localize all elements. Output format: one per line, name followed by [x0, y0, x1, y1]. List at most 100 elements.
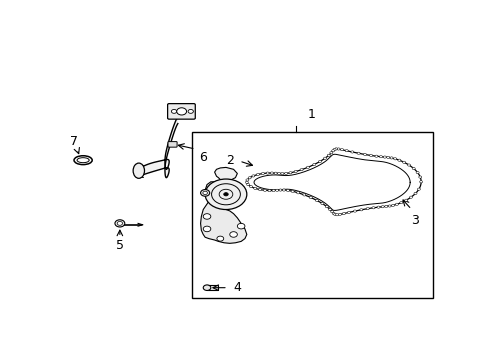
Text: 6: 6 — [198, 151, 206, 164]
Polygon shape — [142, 117, 178, 177]
Circle shape — [393, 158, 396, 160]
Circle shape — [256, 174, 259, 176]
Circle shape — [280, 172, 284, 175]
Circle shape — [353, 210, 356, 212]
Circle shape — [261, 172, 264, 175]
Circle shape — [302, 194, 305, 196]
Circle shape — [203, 214, 210, 219]
Circle shape — [246, 184, 249, 186]
Ellipse shape — [133, 163, 144, 178]
Circle shape — [288, 172, 291, 174]
FancyBboxPatch shape — [168, 141, 177, 147]
Circle shape — [290, 190, 293, 192]
Circle shape — [340, 149, 343, 151]
Circle shape — [326, 154, 329, 156]
Circle shape — [404, 199, 407, 201]
Circle shape — [331, 212, 335, 215]
Circle shape — [371, 207, 374, 209]
Circle shape — [359, 209, 362, 211]
Circle shape — [342, 212, 345, 215]
Circle shape — [376, 206, 379, 208]
Circle shape — [391, 204, 394, 207]
Circle shape — [325, 206, 327, 208]
Circle shape — [336, 148, 339, 150]
Circle shape — [251, 175, 254, 177]
Text: 7: 7 — [70, 135, 78, 148]
Circle shape — [275, 189, 278, 192]
Circle shape — [374, 155, 377, 157]
Circle shape — [176, 108, 186, 115]
Circle shape — [203, 226, 210, 232]
Circle shape — [263, 189, 266, 192]
Circle shape — [395, 203, 398, 205]
Circle shape — [247, 177, 251, 179]
Circle shape — [345, 149, 347, 152]
Circle shape — [318, 160, 321, 162]
Circle shape — [320, 202, 323, 205]
Circle shape — [397, 159, 400, 161]
Circle shape — [203, 191, 207, 194]
Circle shape — [363, 153, 366, 156]
Circle shape — [329, 152, 332, 154]
Circle shape — [249, 185, 252, 188]
Circle shape — [330, 211, 333, 213]
Circle shape — [384, 205, 387, 207]
Circle shape — [333, 213, 336, 216]
Circle shape — [245, 179, 248, 181]
Circle shape — [115, 220, 124, 227]
Ellipse shape — [74, 156, 92, 165]
Circle shape — [379, 156, 382, 158]
Circle shape — [171, 109, 176, 113]
Circle shape — [277, 172, 280, 175]
Circle shape — [356, 152, 359, 154]
Circle shape — [229, 232, 237, 237]
Circle shape — [308, 197, 312, 199]
Circle shape — [409, 196, 412, 198]
Polygon shape — [200, 201, 246, 243]
Circle shape — [334, 148, 337, 150]
Circle shape — [188, 109, 193, 113]
Circle shape — [402, 161, 405, 163]
Circle shape — [347, 211, 350, 213]
Circle shape — [265, 172, 268, 174]
Circle shape — [300, 168, 303, 171]
Circle shape — [328, 208, 331, 211]
Circle shape — [411, 167, 414, 170]
Ellipse shape — [77, 158, 89, 163]
Circle shape — [306, 166, 309, 168]
Circle shape — [203, 285, 210, 291]
Circle shape — [369, 154, 372, 157]
Circle shape — [383, 156, 386, 158]
Circle shape — [278, 189, 282, 191]
Circle shape — [200, 190, 209, 196]
Circle shape — [296, 192, 299, 194]
Circle shape — [366, 208, 368, 210]
Circle shape — [415, 171, 418, 174]
Text: 4: 4 — [233, 281, 241, 294]
Text: 5: 5 — [116, 239, 123, 252]
Circle shape — [223, 193, 228, 196]
Circle shape — [418, 176, 421, 178]
Circle shape — [245, 181, 248, 183]
Circle shape — [253, 187, 256, 189]
Circle shape — [413, 192, 416, 194]
Circle shape — [294, 170, 297, 173]
Circle shape — [417, 188, 420, 190]
Circle shape — [270, 172, 273, 174]
Circle shape — [312, 163, 315, 166]
Circle shape — [267, 189, 270, 192]
Circle shape — [274, 172, 277, 174]
Circle shape — [323, 157, 326, 159]
FancyBboxPatch shape — [167, 104, 195, 119]
Text: 3: 3 — [411, 214, 419, 227]
Polygon shape — [205, 182, 243, 200]
Text: 1: 1 — [306, 108, 315, 121]
Circle shape — [389, 157, 392, 159]
Circle shape — [271, 189, 275, 192]
Circle shape — [205, 179, 246, 210]
Text: 2: 2 — [225, 154, 233, 167]
Circle shape — [237, 223, 244, 229]
Circle shape — [258, 189, 261, 191]
Circle shape — [315, 199, 318, 202]
Circle shape — [282, 189, 285, 191]
